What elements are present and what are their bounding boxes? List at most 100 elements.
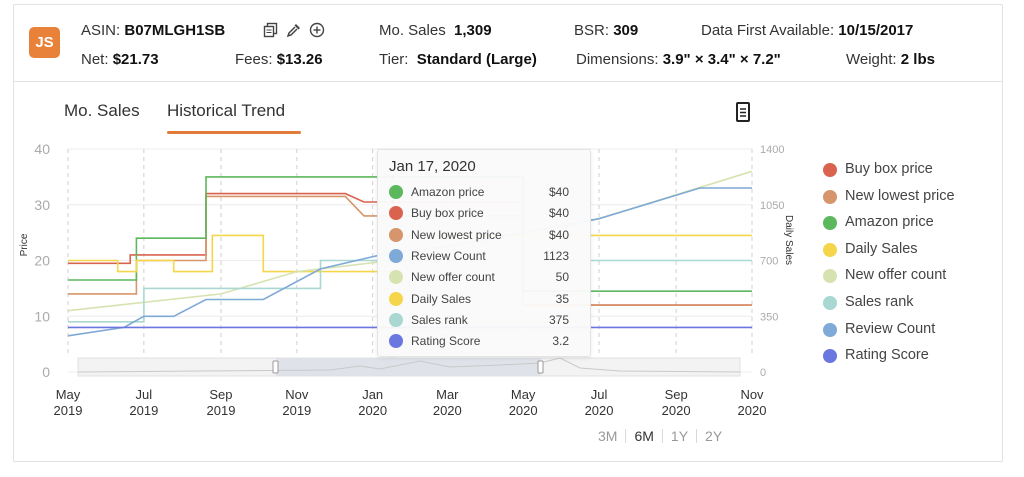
y-axis-title: Price — [19, 233, 30, 256]
legend-swatch — [823, 189, 837, 204]
series-line-review-count — [67, 187, 752, 337]
tooltip-series-value: $40 — [548, 206, 569, 221]
range-divider — [696, 429, 698, 443]
range-button-3m[interactable]: 3M — [598, 428, 618, 444]
x-tick-year: 2020 — [738, 403, 767, 418]
legend-swatch — [823, 216, 837, 231]
x-tick-year: 2020 — [509, 403, 538, 418]
legend-label: Review Count — [845, 320, 936, 337]
tooltip-row: Amazon price $40 — [389, 182, 569, 202]
tab-mo-sales[interactable]: Mo. Sales — [64, 101, 140, 120]
legend-item[interactable]: Daily Sales — [823, 240, 993, 262]
copy-icon[interactable] — [262, 21, 279, 38]
asin-label: ASIN: — [81, 22, 121, 39]
x-tick-month: Jan — [362, 387, 383, 402]
weight-value: 2 lbs — [900, 51, 935, 68]
chart-tooltip: Jan 17, 2020 Amazon price $40 Buy box pric… — [377, 149, 591, 357]
range-button-6m[interactable]: 6M — [634, 428, 654, 444]
x-tick-month: Mar — [436, 387, 459, 402]
x-tick-month: May — [511, 387, 536, 402]
net-value: $21.73 — [112, 51, 159, 68]
tab-historical-trend[interactable]: Historical Trend — [167, 101, 286, 120]
x-tick-year: 2020 — [585, 403, 614, 418]
mo-sales-label: Mo. Sales — [379, 22, 446, 39]
asin-value[interactable]: B07MLGH1SB — [124, 22, 226, 39]
y2-tick-label: 350 — [760, 311, 778, 323]
tooltip-series-value: 50 — [555, 270, 569, 285]
x-tick-month: Sep — [665, 387, 688, 402]
legend-item[interactable]: Sales rank — [823, 293, 993, 315]
x-tick-month: Sep — [209, 387, 232, 402]
tooltip-series-value: 3.2 — [552, 334, 569, 349]
y-tick-label: 10 — [34, 308, 50, 324]
legend-swatch — [823, 349, 837, 364]
x-tick-month: May — [56, 387, 81, 402]
net-field: Net: $21.73 — [81, 51, 159, 68]
legend-label: New lowest price — [845, 187, 955, 204]
tooltip-series-label: Buy box price — [411, 206, 484, 221]
tooltip-series-label: Daily Sales — [411, 291, 472, 306]
tooltip-series-dot — [389, 334, 403, 349]
tier-field: Tier: Standard (Large) — [379, 51, 537, 68]
y2-tick-label: 1050 — [760, 200, 784, 212]
legend-item[interactable]: New lowest price — [823, 187, 993, 209]
legend-swatch — [823, 322, 837, 337]
legend-item[interactable]: Amazon price — [823, 213, 993, 235]
x-tick-year: 2020 — [662, 403, 691, 418]
active-tab-indicator — [167, 131, 301, 134]
x-tick-year: 2019 — [54, 403, 83, 418]
navigator-handle-right — [537, 360, 544, 374]
tooltip-series-dot — [389, 206, 403, 221]
y-tick-label: 30 — [34, 197, 50, 213]
legend-item[interactable]: Buy box price — [823, 160, 993, 182]
tooltip-series-value: $40 — [548, 227, 569, 242]
mo-sales-field: Mo. Sales 1,309 — [379, 22, 492, 39]
y2-tick-label: 1400 — [760, 144, 784, 156]
tooltip-row: Sales rank 375 — [389, 310, 569, 330]
x-tick-month: Jul — [136, 387, 153, 402]
y2-tick-label: 0 — [760, 367, 766, 379]
add-circle-icon[interactable] — [308, 21, 325, 38]
legend-swatch — [823, 163, 837, 177]
mo-sales-value: 1,309 — [454, 22, 492, 39]
product-card: JS ASIN: B07MLGH1SB Mo. Sales 1,309 BSR:… — [13, 4, 1003, 462]
tooltip-series-dot — [389, 227, 403, 242]
js-logo: JS — [29, 27, 60, 58]
x-tick-year: 2020 — [358, 403, 387, 418]
tooltip-date: Jan 17, 2020 — [389, 158, 476, 175]
legend-label: Daily Sales — [845, 240, 918, 257]
range-button-2y[interactable]: 2Y — [705, 428, 723, 444]
legend-item[interactable]: New offer count — [823, 266, 993, 288]
eyedropper-icon[interactable] — [285, 21, 302, 38]
dimensions-value: 3.9" × 3.4" × 7.2" — [662, 51, 781, 68]
tooltip-series-label: Review Count — [411, 248, 486, 263]
bsr-field: BSR: 309 — [574, 22, 638, 39]
navigator-preview — [77, 357, 741, 373]
tooltip-series-label: Rating Score — [411, 334, 481, 349]
legend-label: Buy box price — [845, 161, 933, 177]
tooltip-series-dot — [389, 312, 403, 327]
legend-label: Rating Score — [845, 347, 929, 364]
tier-label: Tier: — [379, 51, 409, 68]
legend-item[interactable]: Review Count — [823, 320, 993, 342]
navigator-handle-left — [272, 360, 279, 374]
legend-item[interactable]: Rating Score — [823, 346, 993, 368]
weight-label: Weight: — [846, 51, 897, 68]
x-tick-year: 2019 — [207, 403, 236, 418]
x-tick-year: 2020 — [433, 403, 462, 418]
tooltip-series-dot — [389, 270, 403, 285]
first-available-value: 10/15/2017 — [838, 22, 914, 39]
legend-label: Amazon price — [845, 214, 934, 231]
fees-label: Fees: — [235, 51, 273, 68]
range-divider — [625, 429, 627, 443]
asin-actions — [262, 21, 325, 38]
range-button-1y[interactable]: 1Y — [670, 428, 689, 444]
asin-field: ASIN: B07MLGH1SB — [81, 22, 225, 39]
product-header: JS ASIN: B07MLGH1SB Mo. Sales 1,309 BSR:… — [14, 5, 1002, 82]
dimensions-field: Dimensions: 3.9" × 3.4" × 7.2" — [576, 51, 781, 68]
weight-field: Weight: 2 lbs — [846, 51, 935, 68]
y2-tick-label: 700 — [760, 256, 778, 268]
y-tick-label: 0 — [42, 364, 50, 380]
export-menu-icon[interactable] — [736, 102, 750, 122]
tooltip-series-label: New offer count — [411, 270, 495, 285]
